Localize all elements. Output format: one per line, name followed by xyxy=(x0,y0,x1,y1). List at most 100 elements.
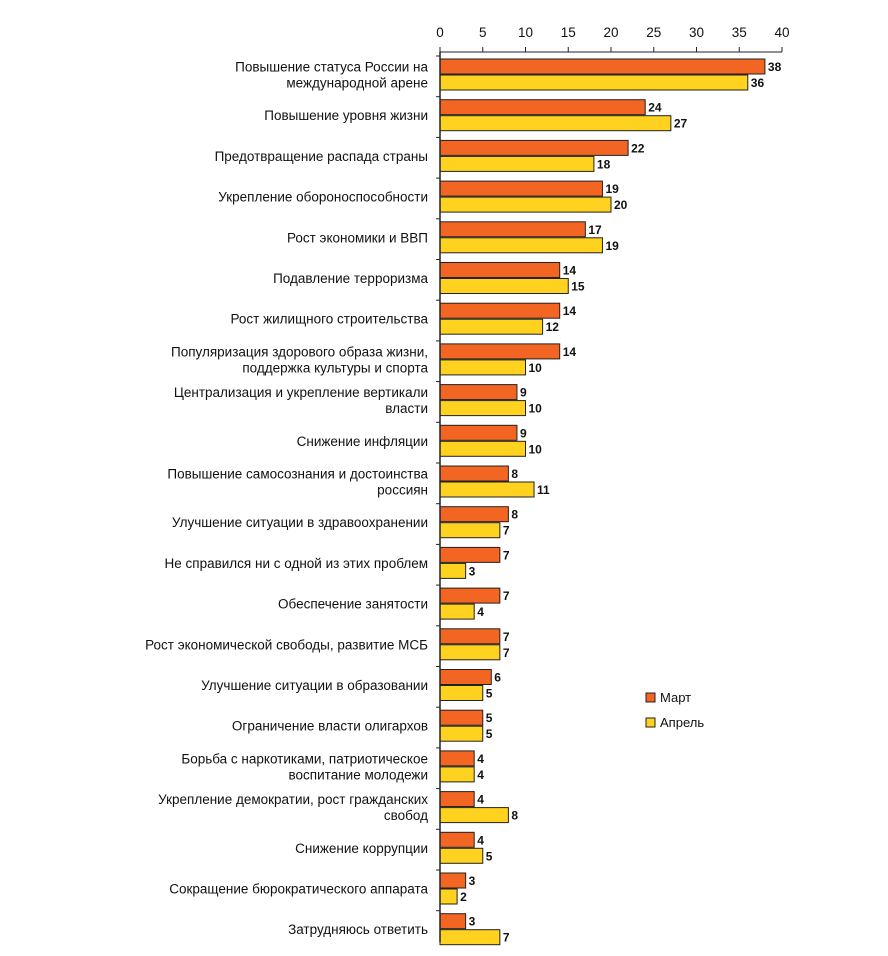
category-label: Улучшение ситуации в здравоохранении xyxy=(172,515,428,530)
x-tick-label: 35 xyxy=(732,25,747,40)
value-label: 14 xyxy=(563,345,577,359)
value-label: 8 xyxy=(511,467,518,481)
bar-april xyxy=(439,888,458,905)
bar-april xyxy=(439,155,595,172)
bar-march xyxy=(439,791,475,808)
value-label: 18 xyxy=(597,157,611,171)
legend-swatch xyxy=(645,692,656,703)
x-tick-label: 25 xyxy=(646,25,661,40)
bar-march xyxy=(439,506,509,523)
value-labels: 3836242722181920171914151412141091091081… xyxy=(460,60,781,945)
bar-march xyxy=(439,669,492,685)
x-tick-label: 5 xyxy=(479,25,487,40)
bar-march xyxy=(439,465,509,482)
category-label: свобод xyxy=(384,808,428,823)
value-label: 17 xyxy=(588,223,602,237)
value-label: 9 xyxy=(520,386,527,400)
value-label: 10 xyxy=(529,402,543,416)
category-label: международной арене xyxy=(286,76,428,91)
value-label: 4 xyxy=(477,793,484,807)
bar-april xyxy=(439,644,501,661)
bar-april xyxy=(439,929,501,946)
bar-march xyxy=(439,913,467,930)
category-label: россиян xyxy=(377,483,428,498)
category-label: Не справился ни с одной из этих проблем xyxy=(165,556,429,571)
bar-march xyxy=(439,384,518,401)
legend-swatch xyxy=(645,717,656,728)
category-label: Предотвращение распада страны xyxy=(215,149,428,164)
value-label: 12 xyxy=(546,320,560,334)
value-label: 15 xyxy=(571,280,585,294)
x-tick-label: 20 xyxy=(603,25,618,40)
value-label: 7 xyxy=(503,931,510,945)
bar-march xyxy=(439,872,467,889)
bar-march xyxy=(439,709,484,726)
bar-april xyxy=(439,237,603,254)
value-label: 14 xyxy=(563,264,577,278)
value-label: 3 xyxy=(469,564,476,578)
bar-march xyxy=(439,139,629,156)
x-tick-label: 0 xyxy=(436,25,444,40)
bar-march xyxy=(439,262,561,278)
bar-april xyxy=(439,603,475,620)
value-label: 10 xyxy=(529,442,543,456)
value-label: 5 xyxy=(486,711,493,725)
category-label: Повышение уровня жизни xyxy=(264,108,428,123)
value-label: 10 xyxy=(529,361,543,375)
category-label: Ограничение власти олигархов xyxy=(232,719,428,734)
x-tick-label: 15 xyxy=(561,25,576,40)
bar-march xyxy=(439,587,501,604)
value-label: 19 xyxy=(605,182,619,196)
value-label: 5 xyxy=(486,687,493,701)
value-label: 14 xyxy=(563,304,577,318)
value-label: 9 xyxy=(520,426,527,440)
bar-march xyxy=(439,99,646,116)
category-label: Рост экономики и ВВП xyxy=(287,230,428,245)
bar-april xyxy=(439,807,509,824)
bar-april xyxy=(439,74,749,91)
bars xyxy=(439,58,766,946)
category-label: Затрудняюсь ответить xyxy=(288,922,428,937)
value-label: 19 xyxy=(605,239,619,253)
value-label: 7 xyxy=(503,646,510,660)
category-label: поддержка культуры и спорта xyxy=(242,360,428,375)
legend-label: Апрель xyxy=(660,715,704,730)
category-label: Рост экономической свободы, развитие МСБ xyxy=(145,637,428,652)
value-label: 4 xyxy=(477,605,484,619)
value-label: 5 xyxy=(486,727,493,741)
category-label: Укрепление демократии, рост гражданских xyxy=(158,792,428,807)
x-tick-label: 30 xyxy=(689,25,704,40)
category-label: власти xyxy=(385,401,428,416)
bar-april xyxy=(439,440,526,457)
bar-march xyxy=(439,424,518,441)
value-label: 6 xyxy=(494,671,501,685)
bar-april xyxy=(439,400,526,417)
category-label: Рост жилищного строительства xyxy=(230,312,428,327)
bar-april xyxy=(439,481,535,498)
category-label: Снижение коррупции xyxy=(295,841,428,856)
legend-label: Март xyxy=(660,690,691,705)
value-label: 7 xyxy=(503,548,510,562)
category-label: Укрепление обороноспособности xyxy=(218,190,428,205)
bar-april xyxy=(439,318,544,335)
value-label: 36 xyxy=(751,76,765,90)
value-label: 7 xyxy=(503,589,510,603)
bar-march xyxy=(439,546,501,563)
value-label: 4 xyxy=(477,752,484,766)
value-label: 22 xyxy=(631,141,645,155)
value-label: 5 xyxy=(486,849,493,863)
value-label: 2 xyxy=(460,890,467,904)
value-label: 11 xyxy=(537,483,550,497)
category-label: Повышение статуса России на xyxy=(235,60,428,75)
bar-april xyxy=(439,685,484,701)
value-label: 4 xyxy=(477,768,484,782)
value-label: 8 xyxy=(511,809,518,823)
bar-march xyxy=(439,343,561,360)
value-label: 7 xyxy=(503,630,510,644)
category-label: Обеспечение занятости xyxy=(278,597,428,612)
bar-march xyxy=(439,180,603,197)
bar-march xyxy=(439,831,475,848)
x-tick-label: 10 xyxy=(518,25,533,40)
bar-april xyxy=(439,115,672,132)
